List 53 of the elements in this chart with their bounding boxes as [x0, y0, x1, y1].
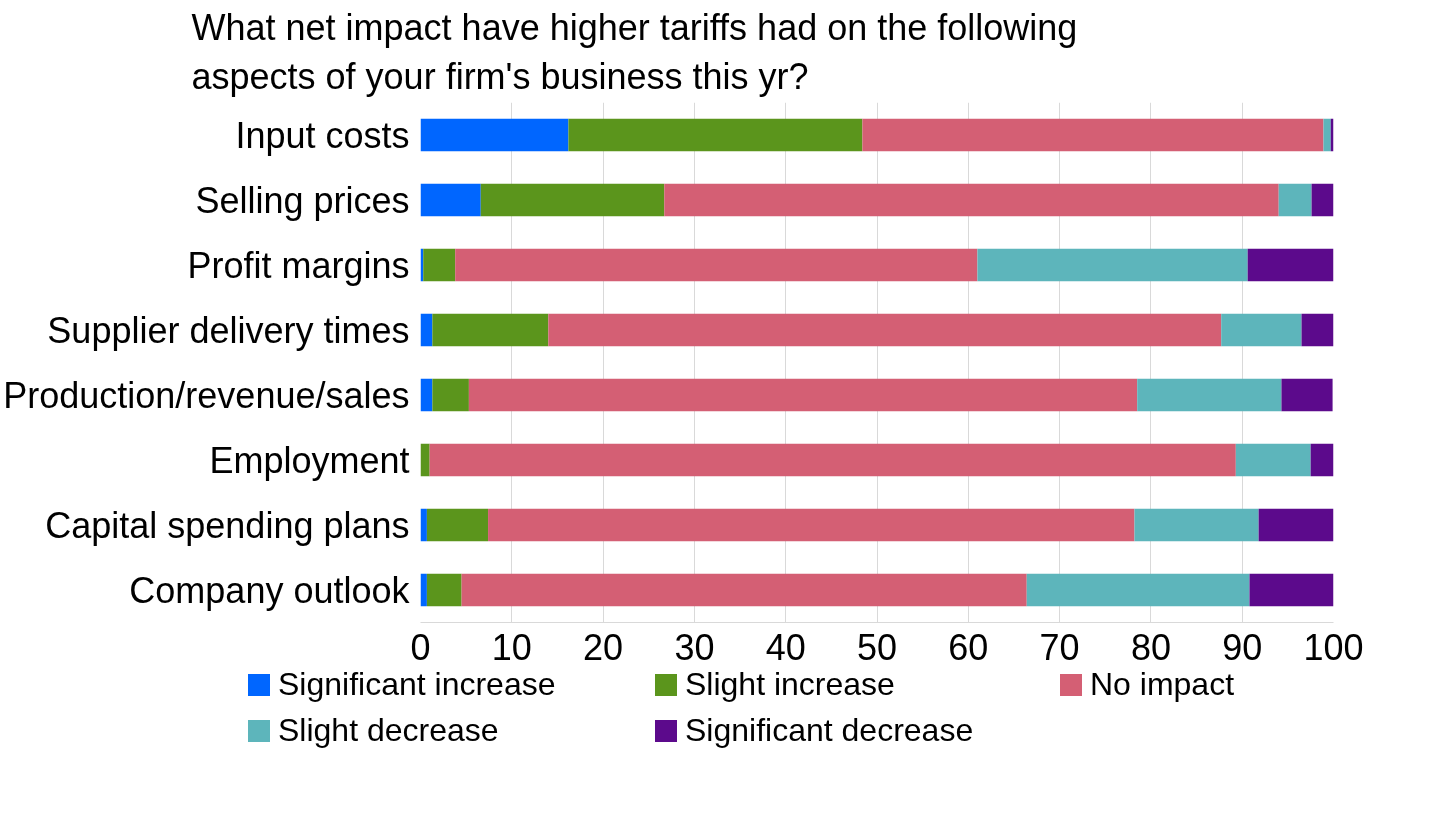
- bar: [461, 573, 1027, 607]
- bar: [488, 508, 1135, 542]
- bar: [1278, 183, 1312, 217]
- bar: [664, 183, 1279, 217]
- bar: [1258, 508, 1334, 542]
- legend-label: No impact: [1090, 665, 1235, 705]
- y-tick-label: Employment: [209, 439, 410, 481]
- y-tick-label: Supplier delivery times: [47, 309, 410, 351]
- bar: [432, 313, 549, 347]
- legend-item: Slight decrease: [248, 708, 655, 754]
- y-tick-label: Capital spending plans: [45, 504, 410, 546]
- bar: [1235, 443, 1311, 477]
- bar: [420, 183, 481, 217]
- y-tick-label: Production/revenue/sales: [3, 374, 410, 416]
- bar: [977, 248, 1248, 282]
- bar: [420, 313, 433, 347]
- bar: [1281, 378, 1333, 412]
- bar: [423, 248, 456, 282]
- bar: [420, 508, 427, 542]
- legend-label: Slight decrease: [278, 711, 499, 751]
- bar: [432, 378, 469, 412]
- bar: [1249, 573, 1334, 607]
- bar: [426, 508, 489, 542]
- bar: [468, 378, 1138, 412]
- y-tick-label: Input costs: [235, 114, 410, 156]
- bar: [455, 248, 978, 282]
- bar: [568, 118, 863, 152]
- bar: [420, 443, 430, 477]
- bar: [1301, 313, 1334, 347]
- bar: [420, 118, 569, 152]
- legend-label: Slight increase: [685, 665, 895, 705]
- y-tick-label: Profit margins: [187, 244, 410, 286]
- bar: [480, 183, 665, 217]
- bar: [420, 573, 427, 607]
- legend-item: Significant decrease: [655, 708, 1060, 754]
- bar: [1311, 183, 1334, 217]
- bar: [420, 378, 433, 412]
- bar: [1026, 573, 1250, 607]
- bar: [1310, 443, 1334, 477]
- legend-label: Significant decrease: [685, 711, 974, 751]
- bar: [1247, 248, 1334, 282]
- chart-title: What net impact have higher tariffs had on the following aspects of your firm's business this yr?: [191, 7, 1078, 98]
- bar: [548, 313, 1222, 347]
- bar: [1323, 118, 1331, 152]
- legend-label: Significant increase: [278, 665, 556, 705]
- bar: [426, 573, 462, 607]
- bar: [1134, 508, 1259, 542]
- bar: [1137, 378, 1282, 412]
- y-tick-label: Selling prices: [195, 179, 410, 221]
- bar: [1221, 313, 1302, 347]
- y-tick-label: Company outlook: [129, 569, 411, 611]
- bar: [862, 118, 1324, 152]
- bar: [429, 443, 1236, 477]
